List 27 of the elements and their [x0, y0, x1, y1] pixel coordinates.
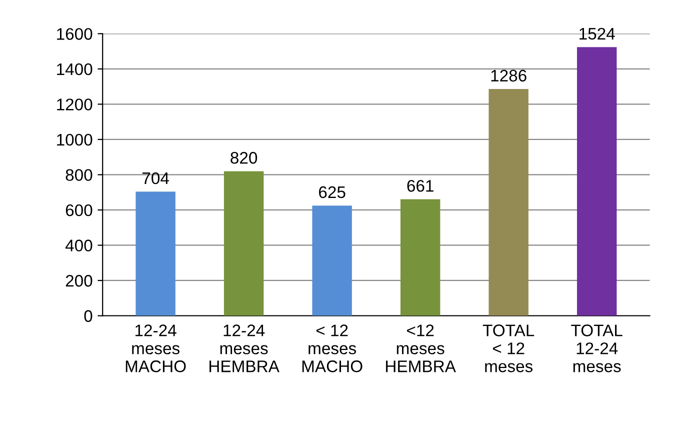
data-label: 820 — [230, 152, 258, 164]
x-tick-label: <12 meses HEMBRA — [386, 324, 456, 372]
data-label: 1524 — [580, 28, 615, 40]
y-tick-label: 200 — [66, 274, 92, 287]
x-tick-label: 12-24 meses HEMBRA — [210, 324, 280, 372]
data-label: 704 — [142, 172, 169, 184]
y-tick-label: 800 — [66, 169, 92, 181]
x-tick-label: < 12 meses MACHO — [302, 324, 362, 372]
x-tick-label: TOTAL 12-24 meses — [571, 324, 622, 372]
bar — [224, 171, 264, 316]
y-tick-label: 1400 — [57, 63, 92, 76]
x-tick-label: TOTAL < 12 meses — [482, 324, 534, 372]
bar — [136, 192, 176, 316]
bar — [312, 206, 352, 316]
bar — [400, 199, 440, 316]
bar — [576, 47, 617, 316]
y-tick-label: 600 — [66, 204, 92, 216]
x-tick-label: 12-24 meses MACHO — [126, 324, 186, 372]
data-label: 661 — [407, 180, 434, 192]
bar — [488, 89, 528, 316]
y-tick-label: 1200 — [57, 98, 92, 110]
data-label: 625 — [319, 186, 346, 198]
y-tick-label: 0 — [84, 310, 92, 322]
y-tick-label: 1600 — [57, 28, 92, 40]
y-tick-label: 1000 — [57, 134, 92, 146]
data-label: 1286 — [491, 70, 526, 82]
y-tick-label: 400 — [65, 240, 92, 252]
